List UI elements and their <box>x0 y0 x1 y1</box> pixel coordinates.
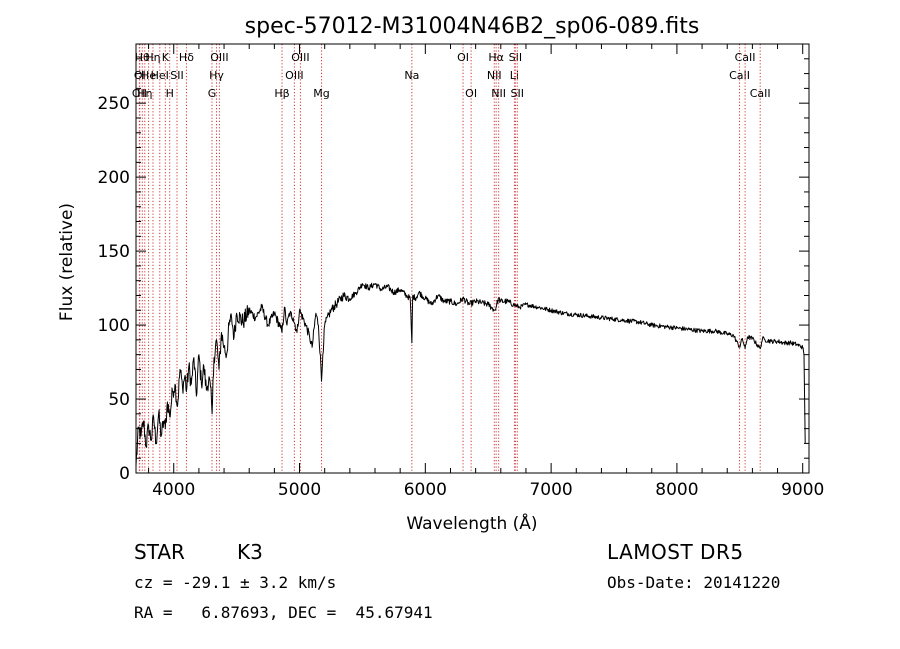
star-subclass: K3 <box>237 540 263 564</box>
x-tick-label: 9000 <box>781 480 824 500</box>
spectral-line-label: G <box>208 87 217 100</box>
spectral-line-label: SII <box>509 51 522 64</box>
chart-title: spec-57012-M31004N46B2_sp06-089.fits <box>245 14 700 39</box>
spectral-line-label: Hη <box>145 51 160 64</box>
spectral-line-label: He <box>141 69 156 82</box>
y-tick-label: 200 <box>98 168 130 188</box>
spectral-line-label: CaII <box>735 51 756 64</box>
spectral-line-label: CaII <box>750 87 771 100</box>
x-tick-label: 6000 <box>404 480 447 500</box>
redshift-readout: cz = -29.1 ± 3.2 km/s <box>134 573 337 592</box>
spectral-line-label: OI <box>134 69 146 82</box>
y-tick-label: 250 <box>98 94 130 114</box>
spectral-line-label: CaII <box>729 69 750 82</box>
spectral-line-label: OIII <box>210 51 228 64</box>
spectral-line-label: Hδ <box>179 51 194 64</box>
spectral-line-markers: OIIOIHθHηHeHηHeIKHSIIHδGHγOIIIHβOIIIOIII… <box>132 44 771 473</box>
spectral-line-label: H <box>166 87 174 100</box>
spectral-line-label: Hγ <box>209 69 224 82</box>
coordinates-readout: RA = 6.87693, DEC = 45.67941 <box>134 603 433 622</box>
spectral-line-label: Mg <box>313 87 329 100</box>
x-axis-label: Wavelength (Å) <box>406 512 537 534</box>
spectral-line-label: OIII <box>285 69 303 82</box>
x-tick-label: 4000 <box>152 480 195 500</box>
flux-series-line <box>135 282 806 466</box>
y-axis-label: Flux (relative) <box>57 203 77 321</box>
flux-series <box>135 282 806 466</box>
spectral-line-label: OI <box>457 51 469 64</box>
x-tick-label: 7000 <box>529 480 572 500</box>
spectral-line-label: SII <box>170 69 183 82</box>
spectral-line-label: Hη <box>137 87 152 100</box>
spectral-line-label: OIII <box>291 51 309 64</box>
spectral-line-label: OI <box>465 87 477 100</box>
y-tick-label: 0 <box>119 464 130 484</box>
spectral-line-label: NII <box>491 87 506 100</box>
spectral-line-label: Hα <box>488 51 504 64</box>
spectral-line-label: Hβ <box>274 87 289 100</box>
spectral-line-label: K <box>162 51 170 64</box>
axis-ticks: 4000 5000 6000 7000 8000 9000 0 50 100 150 200 250 <box>98 43 824 500</box>
spectral-line-label: SII <box>511 87 524 100</box>
spectral-line-label: HeI <box>151 69 169 82</box>
y-tick-label: 50 <box>108 390 130 410</box>
y-tick-label: 100 <box>98 316 130 336</box>
spectral-line-label: Na <box>404 69 419 82</box>
survey-name: LAMOST DR5 <box>607 540 744 564</box>
observation-date: Obs-Date: 20141220 <box>607 573 781 592</box>
spectral-line-label: Li <box>510 69 519 82</box>
spectral-line-label: Hθ <box>135 51 150 64</box>
star-class-label: STAR <box>134 540 185 564</box>
y-tick-label: 150 <box>98 242 130 262</box>
plot-frame <box>135 43 810 474</box>
x-tick-label: 8000 <box>655 480 698 500</box>
spectral-line-label: NII <box>487 69 502 82</box>
x-tick-label: 5000 <box>278 480 321 500</box>
